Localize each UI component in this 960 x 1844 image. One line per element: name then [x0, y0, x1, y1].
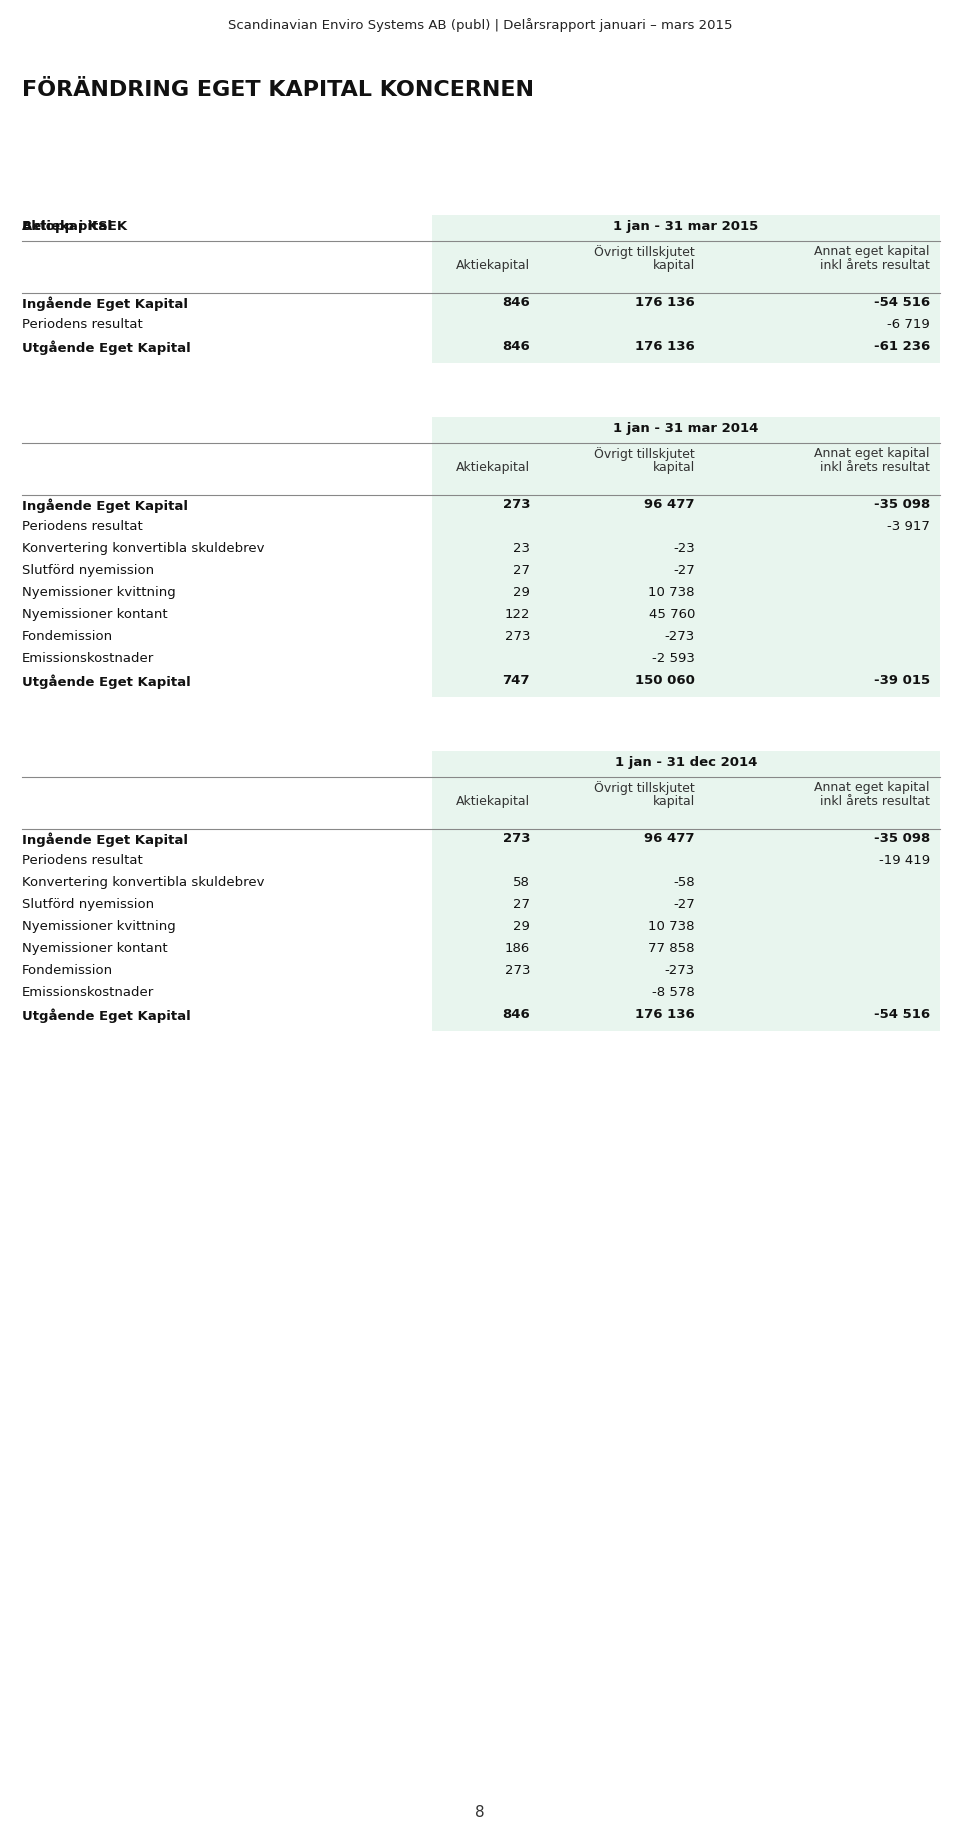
Text: 846: 846: [502, 1009, 530, 1022]
Text: Slutförd nyemission: Slutförd nyemission: [22, 898, 155, 911]
Text: 23: 23: [513, 542, 530, 555]
Text: -19 419: -19 419: [878, 854, 930, 867]
Text: Aktiekapital: Aktiekapital: [456, 461, 530, 474]
Text: FÖRÄNDRING EGET KAPITAL KONCERNEN: FÖRÄNDRING EGET KAPITAL KONCERNEN: [22, 79, 534, 100]
Text: kapital: kapital: [653, 795, 695, 808]
Text: 96 477: 96 477: [644, 498, 695, 511]
Text: -273: -273: [664, 631, 695, 644]
Text: 1 jan - 31 mar 2015: 1 jan - 31 mar 2015: [613, 219, 758, 232]
Text: Fondemission: Fondemission: [22, 631, 113, 644]
Text: -35 098: -35 098: [874, 832, 930, 845]
Text: 176 136: 176 136: [636, 297, 695, 310]
Text: 122: 122: [505, 609, 530, 621]
Text: Nyemissioner kvittning: Nyemissioner kvittning: [22, 920, 176, 933]
Text: Periodens resultat: Periodens resultat: [22, 520, 143, 533]
Text: 846: 846: [502, 339, 530, 352]
Text: kapital: kapital: [653, 461, 695, 474]
Text: 96 477: 96 477: [644, 832, 695, 845]
Text: -273: -273: [664, 964, 695, 977]
Text: Konvertering konvertibla skuldebrev: Konvertering konvertibla skuldebrev: [22, 542, 265, 555]
Text: 176 136: 176 136: [636, 339, 695, 352]
Text: Utgående Eget Kapital: Utgående Eget Kapital: [22, 675, 191, 688]
Text: inkl årets resultat: inkl årets resultat: [820, 795, 930, 808]
Text: Övrigt tillskjutet: Övrigt tillskjutet: [594, 245, 695, 258]
Text: 27: 27: [513, 564, 530, 577]
Text: 10 738: 10 738: [649, 586, 695, 599]
Text: Övrigt tillskjutet: Övrigt tillskjutet: [594, 782, 695, 795]
Text: Nyemissioner kontant: Nyemissioner kontant: [22, 942, 168, 955]
Text: 58: 58: [514, 876, 530, 889]
Text: Belopp i KSEK: Belopp i KSEK: [22, 219, 127, 232]
Text: Periodens resultat: Periodens resultat: [22, 854, 143, 867]
Text: -3 917: -3 917: [887, 520, 930, 533]
Text: Ingående Eget Kapital: Ingående Eget Kapital: [22, 498, 188, 513]
Text: Periodens resultat: Periodens resultat: [22, 317, 143, 332]
Text: kapital: kapital: [653, 258, 695, 273]
Text: -23: -23: [673, 542, 695, 555]
Text: Slutförd nyemission: Slutförd nyemission: [22, 564, 155, 577]
Text: 273: 273: [502, 832, 530, 845]
Text: 150 060: 150 060: [636, 675, 695, 688]
Text: 1 jan - 31 dec 2014: 1 jan - 31 dec 2014: [614, 756, 757, 769]
Text: -2 593: -2 593: [652, 653, 695, 666]
Text: 1 jan - 31 mar 2014: 1 jan - 31 mar 2014: [613, 422, 758, 435]
Bar: [432, 751, 940, 1031]
Text: Aktiekapital: Aktiekapital: [456, 258, 530, 273]
Text: -54 516: -54 516: [874, 1009, 930, 1022]
Text: -27: -27: [673, 898, 695, 911]
Text: Annat eget kapital: Annat eget kapital: [814, 782, 930, 795]
Text: Annat eget kapital: Annat eget kapital: [814, 245, 930, 258]
Text: Övrigt tillskjutet: Övrigt tillskjutet: [594, 446, 695, 461]
Text: -27: -27: [673, 564, 695, 577]
Text: Ingående Eget Kapital: Ingående Eget Kapital: [22, 832, 188, 846]
Text: 273: 273: [502, 498, 530, 511]
Text: Scandinavian Enviro Systems AB (publ) | Delårsrapport januari – mars 2015: Scandinavian Enviro Systems AB (publ) | …: [228, 18, 732, 31]
Text: -8 578: -8 578: [652, 987, 695, 999]
Text: -39 015: -39 015: [874, 675, 930, 688]
Text: -35 098: -35 098: [874, 498, 930, 511]
Text: 29: 29: [514, 920, 530, 933]
Text: Annat eget kapital: Annat eget kapital: [814, 446, 930, 459]
Text: 29: 29: [514, 586, 530, 599]
Text: Utgående Eget Kapital: Utgående Eget Kapital: [22, 339, 191, 354]
Text: 273: 273: [505, 964, 530, 977]
Text: -54 516: -54 516: [874, 297, 930, 310]
Text: 8: 8: [475, 1805, 485, 1820]
Bar: [432, 417, 940, 697]
Text: Emissionskostnader: Emissionskostnader: [22, 987, 155, 999]
Text: Aktiekapital: Aktiekapital: [456, 795, 530, 808]
Text: Aktiekapital: Aktiekapital: [22, 219, 113, 232]
Text: 45 760: 45 760: [649, 609, 695, 621]
Text: 176 136: 176 136: [636, 1009, 695, 1022]
Text: -61 236: -61 236: [874, 339, 930, 352]
Text: 747: 747: [502, 675, 530, 688]
Text: 186: 186: [505, 942, 530, 955]
Text: inkl årets resultat: inkl årets resultat: [820, 461, 930, 474]
Text: Nyemissioner kontant: Nyemissioner kontant: [22, 609, 168, 621]
Text: 846: 846: [502, 297, 530, 310]
Text: 273: 273: [505, 631, 530, 644]
Text: -6 719: -6 719: [887, 317, 930, 332]
Text: Fondemission: Fondemission: [22, 964, 113, 977]
Text: Emissionskostnader: Emissionskostnader: [22, 653, 155, 666]
Text: Konvertering konvertibla skuldebrev: Konvertering konvertibla skuldebrev: [22, 876, 265, 889]
Text: Nyemissioner kvittning: Nyemissioner kvittning: [22, 586, 176, 599]
Text: 77 858: 77 858: [649, 942, 695, 955]
Text: 27: 27: [513, 898, 530, 911]
Text: Utgående Eget Kapital: Utgående Eget Kapital: [22, 1009, 191, 1023]
Text: 10 738: 10 738: [649, 920, 695, 933]
Text: -58: -58: [673, 876, 695, 889]
Text: inkl årets resultat: inkl årets resultat: [820, 258, 930, 273]
Text: Ingående Eget Kapital: Ingående Eget Kapital: [22, 297, 188, 310]
Bar: [432, 216, 940, 363]
